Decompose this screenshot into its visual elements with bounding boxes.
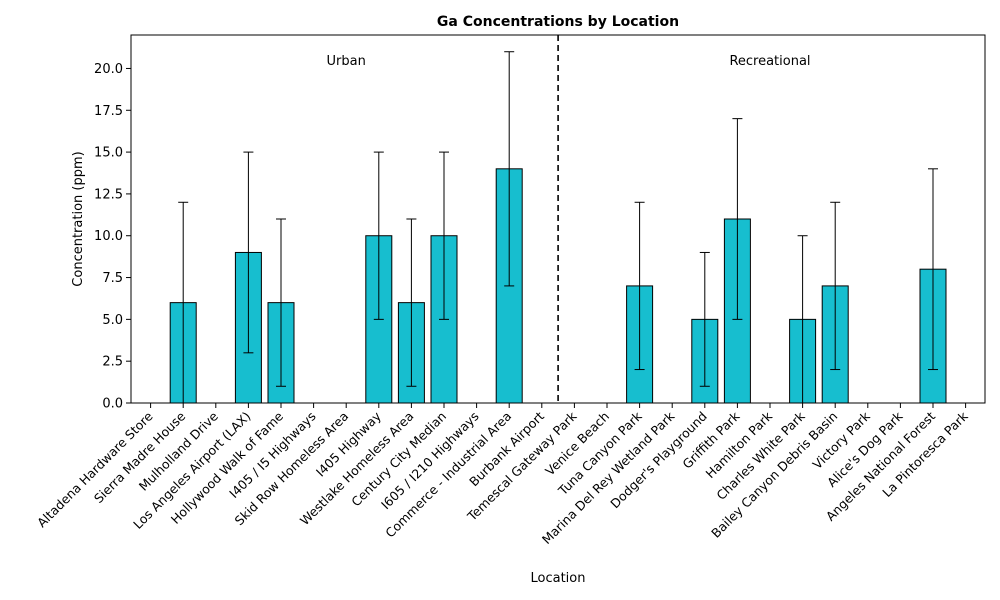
y-axis: 0.0 2.5 5.0 7.5 10.0 12.5 15.0 17.5 20.0 [94, 62, 131, 412]
group-label: Urban [327, 54, 366, 69]
chart-title: Ga Concentrations by Location [437, 14, 679, 30]
y-tick-label: 15.0 [94, 146, 123, 161]
y-tick-label: 5.0 [102, 313, 123, 328]
error-bars-layer [178, 51, 938, 404]
y-tick-label: 17.5 [94, 104, 123, 119]
x-axis-label: Location [531, 571, 586, 586]
y-tick-label: 0.0 [102, 397, 123, 412]
y-tick-label: 10.0 [94, 229, 123, 244]
group-label: Recreational [729, 54, 810, 69]
y-tick-label: 2.5 [102, 355, 123, 370]
y-tick-label: 7.5 [102, 271, 123, 286]
y-tick-label: 20.0 [94, 62, 123, 77]
y-tick-label: 12.5 [94, 187, 123, 202]
plot-frame [130, 34, 986, 404]
y-axis-label: Concentration (ppm) [71, 151, 86, 286]
group-labels: Urban Recreational [327, 35, 811, 403]
